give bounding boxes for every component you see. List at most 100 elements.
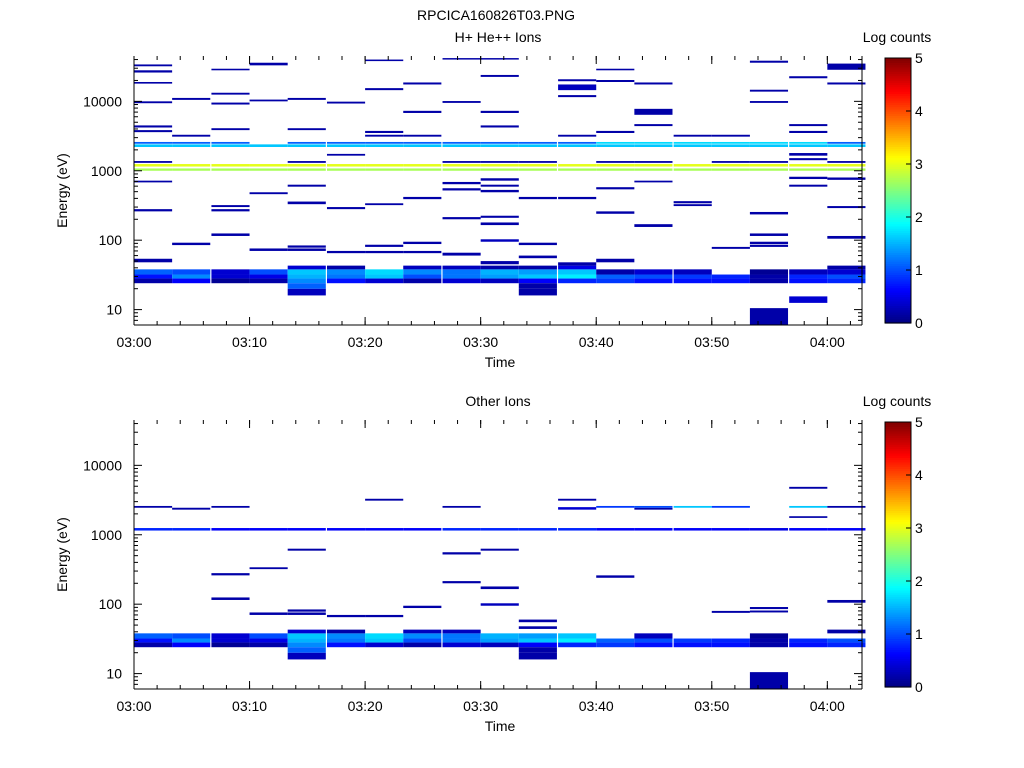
heatmap-cell [287,128,326,131]
heatmap-cell [287,274,326,279]
heatmap-cell [711,168,750,171]
heatmap-cell [134,130,173,133]
heatmap-cell [480,125,519,128]
heatmap-cell [403,241,442,245]
heatmap-cell [326,144,366,147]
colorbar-swatch [885,272,911,276]
colorbar-swatch [885,682,911,686]
heatmap-cell [518,638,557,643]
heatmap-cell [326,250,366,254]
heatmap-cell [326,638,366,643]
heatmap-cell [558,262,597,266]
heatmap-cell [558,196,597,200]
heatmap-cell [749,308,789,325]
heatmap-cell [558,642,597,648]
heatmap-cell [365,528,404,531]
colorbar-swatch [885,441,911,445]
heatmap-cell [326,633,366,639]
heatmap-cell [403,642,442,648]
colorbar-swatch [885,541,911,545]
heatmap-cell [249,278,288,284]
colorbar-tick-label: 5 [915,50,923,66]
colorbar-swatch [885,146,911,150]
heatmap-cell [287,97,326,100]
colorbar-swatch [885,658,911,662]
heatmap-cell [789,164,828,167]
heatmap-cell [827,141,866,144]
heatmap-cell [558,164,597,167]
heatmap-cell [749,141,789,144]
colorbar-swatch [885,497,911,500]
heatmap-cell [442,58,481,60]
heatmap-cell [211,528,250,531]
colorbar-swatch [885,437,911,441]
heatmap-cell [673,278,712,284]
x-tick-label: 03:40 [579,334,614,350]
y-tick-label: 10000 [83,457,122,473]
colorbar-swatch [885,450,911,454]
colorbar-swatch [885,472,911,476]
colorbar-swatch [885,501,911,505]
colorbar-swatch [885,192,911,196]
heatmap-cell [827,235,866,239]
heatmap-cell [789,638,828,643]
heatmap-cell [558,168,597,171]
heatmap-cell [558,144,597,147]
heatmap-cell [518,274,557,279]
heatmap-cell [365,498,404,501]
heatmap-cell [827,528,866,531]
heatmap-cell [403,633,442,639]
colorbar-swatch [885,475,911,478]
colorbar: 0 1 2 3 4 5 Log counts [863,393,932,695]
colorbar-swatch [885,508,911,511]
heatmap-cell [518,269,557,275]
heatmap-cell [711,642,750,648]
heatmap-cell [134,528,173,531]
heatmap-cell [558,278,597,284]
colorbar-label: Log counts [863,393,932,409]
heatmap-cell [749,60,789,63]
y-tick-label: 1000 [91,527,122,543]
colorbar-swatch [885,477,911,481]
colorbar-swatch [885,179,911,183]
heatmap-cell [365,164,404,167]
colorbar-swatch [885,223,911,227]
heatmap-cell [365,633,404,639]
colorbar-swatch [885,512,911,516]
heatmap-cell [326,141,366,144]
heatmap-cell [711,278,750,284]
heatmap-cell [249,274,288,279]
heatmap-cell [596,505,635,508]
colorbar-tick-label: 3 [915,156,923,172]
heatmap-cell [634,82,673,85]
heatmap-cell [326,164,366,167]
colorbar-swatch [885,303,911,306]
colorbar-swatch [885,488,911,492]
colorbar-swatch [885,155,911,158]
colorbar-swatch [885,62,911,66]
heatmap-cell [673,134,712,137]
heatmap-cell [789,278,828,284]
colorbar-tick-label: 0 [915,315,923,331]
colorbar-swatch [885,203,911,207]
y-tick-label: 10 [106,666,122,682]
colorbar-swatch [885,197,911,200]
colorbar-swatch [885,587,911,591]
heatmap-cell [249,164,288,167]
colorbar-swatch [885,117,911,121]
colorbar-tick-label: 0 [915,679,923,695]
colorbar-swatch [885,139,911,143]
heatmap-cell [480,164,519,167]
heatmap-cell [172,144,211,147]
colorbar-swatch [885,459,911,463]
heatmap-cell [403,278,442,284]
heatmap-cell [634,141,673,144]
heatmap-cell [442,164,481,167]
colorbar-swatch [885,234,911,238]
heatmap-cell [211,597,250,600]
heatmap-cell [596,638,635,643]
heatmap-cell [480,144,519,147]
heatmap-cell [403,528,442,531]
colorbar-swatch [885,88,911,92]
colorbar-swatch [885,168,911,172]
